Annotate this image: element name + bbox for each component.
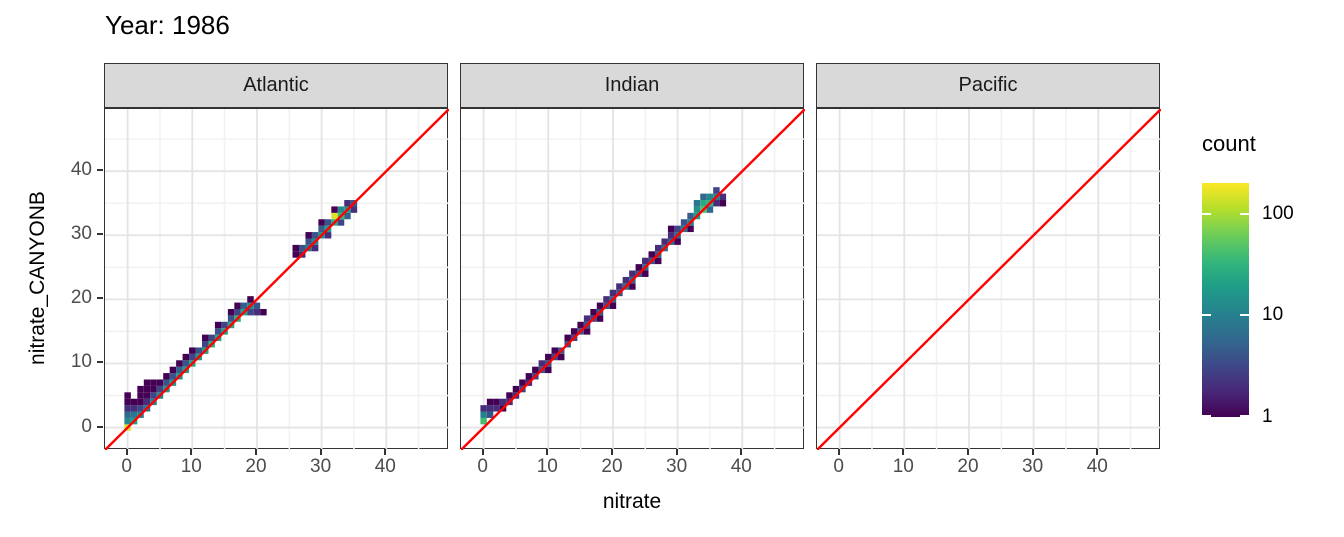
y-tick-mark [97,233,103,236]
x-tick-label: 20 [245,456,267,477]
x-tick-mark [740,449,743,455]
x-tick-label: 0 [477,456,488,477]
facet-strip-label: Atlantic [243,74,309,96]
x-tick-mark [675,449,678,455]
y-tick-mark [97,361,103,364]
x-tick-label: 30 [310,456,332,477]
panel-pacific [816,108,1161,450]
legend-tick-mark [1240,415,1249,417]
x-tick-mark [837,449,840,455]
x-axis-atlantic: 0 10 20 30 40 [104,449,448,489]
y-tick-label: 40 [70,159,92,181]
x-axis-indian: 0 10 20 30 40 [460,449,804,489]
facet-strip-atlantic: Atlantic [104,63,448,108]
legend-tick-mark [1202,415,1211,417]
y-tick-label: 20 [70,287,92,309]
panel-svg [461,109,805,450]
x-tick-mark [384,449,387,455]
x-tick-label: 10 [180,456,202,477]
x-tick-label: 20 [957,456,979,477]
x-tick-label: 20 [601,456,623,477]
panel-indian [460,108,805,450]
x-axis-title: nitrate [602,490,662,513]
x-tick-label: 0 [833,456,844,477]
panel-svg [817,109,1161,450]
legend-tick-mark [1240,314,1249,317]
x-tick-mark [319,449,322,455]
facet-strip-indian: Indian [460,63,804,108]
x-tick-label: 10 [892,456,914,477]
y-tick-mark [97,297,103,300]
x-tick-mark [254,449,257,455]
x-axis-pacific: 0 10 20 30 40 [816,449,1160,489]
y-tick-mark [97,169,103,172]
x-tick-mark [902,449,905,455]
facet-strip-label: Indian [604,74,660,96]
x-tick-label: 40 [1086,456,1108,477]
x-tick-mark [1096,449,1099,455]
facet-indian: Indian 0 10 20 30 40 [460,63,805,477]
y-tick-label: 10 [70,351,92,373]
facet-strip-pacific: Pacific [816,63,1160,108]
legend-tick-mark [1202,212,1211,215]
x-tick-label: 30 [1022,456,1044,477]
legend-colorbar [1202,183,1249,417]
x-tick-mark [1031,449,1034,455]
y-tick-mark [97,425,103,428]
legend-tick-mark [1202,314,1211,317]
legend-tick-label: 10 [1262,304,1284,326]
y-tick-label: 0 [81,415,92,437]
legend: count 1 10 100 [1198,131,1344,451]
x-tick-label: 10 [536,456,558,477]
y-tick-label: 30 [70,223,92,245]
plot-title: Year: 1986 [105,10,230,40]
legend-tick-label: 100 [1262,202,1294,224]
panel-svg [105,109,449,450]
x-tick-mark [125,449,128,455]
x-tick-label: 30 [666,456,688,477]
x-tick-mark [190,449,193,455]
x-tick-label: 0 [121,456,132,477]
panel-atlantic [104,108,449,450]
x-tick-mark [610,449,613,455]
facet-strip-label: Pacific [958,74,1018,96]
legend-tick-label: 1 [1262,406,1273,427]
x-tick-mark [481,449,484,455]
x-tick-mark [546,449,549,455]
y-axis: 0 10 20 30 40 [0,108,104,449]
legend-tick-mark [1240,212,1249,215]
x-tick-label: 40 [730,456,752,477]
x-tick-label: 40 [374,456,396,477]
x-tick-mark [966,449,969,455]
facet-pacific: Pacific 0 10 20 30 40 [816,63,1161,477]
legend-title: count [1202,131,1256,156]
facet-atlantic: Atlantic 0 10 20 30 40 [104,63,449,477]
